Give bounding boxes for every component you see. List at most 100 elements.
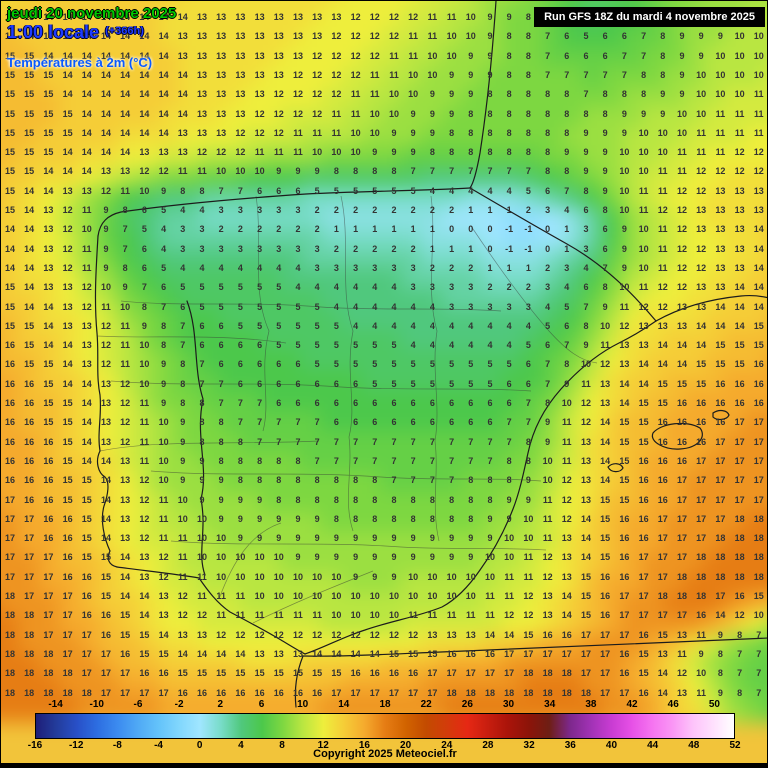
temp-value: 10 bbox=[139, 378, 150, 389]
temp-value: 14 bbox=[120, 89, 131, 100]
temp-value: 7 bbox=[353, 455, 359, 466]
temp-value: 4 bbox=[583, 262, 589, 273]
temp-value: 9 bbox=[237, 533, 243, 544]
temp-value: 8 bbox=[218, 455, 224, 466]
temp-value: 10 bbox=[350, 127, 361, 138]
temp-value: 4 bbox=[161, 224, 167, 235]
temp-value: 3 bbox=[410, 262, 416, 273]
temp-value: 8 bbox=[276, 494, 282, 505]
temp-value: 17 bbox=[4, 533, 16, 544]
temp-value: 18 bbox=[542, 668, 553, 679]
temp-value: 10 bbox=[638, 262, 649, 273]
temp-value: 9 bbox=[276, 513, 282, 524]
temp-value: 8 bbox=[276, 475, 282, 486]
temp-value: 0 bbox=[545, 243, 551, 254]
temp-value: 11 bbox=[139, 398, 150, 408]
temp-value: -1 bbox=[505, 243, 514, 254]
temp-value: 7 bbox=[583, 69, 589, 80]
temp-value: 11 bbox=[696, 687, 706, 698]
temp-value: 9 bbox=[257, 513, 263, 524]
temp-value: 15 bbox=[715, 359, 726, 370]
temp-value: 13 bbox=[580, 436, 592, 447]
temp-value: 14 bbox=[62, 69, 73, 80]
temp-value: 12 bbox=[62, 243, 73, 254]
temp-value: 11 bbox=[331, 108, 342, 119]
temp-value: 8 bbox=[391, 166, 397, 177]
temp-value: 10 bbox=[369, 127, 380, 138]
temp-value: 10 bbox=[254, 552, 265, 563]
temp-value: 10 bbox=[657, 147, 668, 158]
temp-value: 13 bbox=[580, 455, 592, 466]
temp-value: 15 bbox=[638, 417, 649, 428]
temp-value: 11 bbox=[120, 359, 130, 370]
temp-value: 5 bbox=[333, 359, 339, 370]
temp-value: 17 bbox=[676, 610, 688, 621]
temp-value: 9 bbox=[314, 533, 320, 544]
temp-value: 5 bbox=[257, 282, 263, 293]
temp-value: 16 bbox=[619, 648, 630, 659]
temp-value: 17 bbox=[542, 648, 553, 659]
temp-value: 9 bbox=[353, 571, 359, 582]
temp-value: 11 bbox=[274, 147, 284, 158]
temp-value: 14 bbox=[120, 147, 131, 158]
temp-value: 8 bbox=[717, 648, 723, 659]
temp-value: 13 bbox=[715, 185, 726, 196]
temp-value: 5 bbox=[525, 185, 531, 196]
temp-value: 3 bbox=[314, 262, 320, 273]
temp-value: 14 bbox=[657, 668, 668, 679]
temp-value: 9 bbox=[468, 533, 474, 544]
temp-value: 7 bbox=[199, 378, 205, 389]
temp-value: 16 bbox=[753, 398, 764, 408]
temp-value: 6 bbox=[564, 50, 570, 61]
temp-value: 8 bbox=[372, 166, 378, 177]
temp-value: 12 bbox=[388, 31, 400, 42]
temp-value: 10 bbox=[196, 513, 208, 524]
temp-value: 9 bbox=[487, 31, 493, 42]
temp-value: 9 bbox=[353, 552, 359, 563]
temp-value: 7 bbox=[583, 89, 589, 100]
temp-value: 10 bbox=[273, 591, 284, 601]
temp-value: 15 bbox=[292, 668, 304, 679]
temp-value: 2 bbox=[545, 262, 551, 273]
temp-value: 13 bbox=[465, 629, 476, 640]
temp-value: 11 bbox=[754, 89, 764, 100]
temp-value: 14 bbox=[753, 301, 764, 312]
temp-value: 12 bbox=[696, 166, 707, 177]
temp-value: 15 bbox=[312, 668, 323, 679]
temp-value: 14 bbox=[139, 108, 150, 119]
temp-value: 11 bbox=[216, 610, 226, 621]
temp-value: 12 bbox=[139, 494, 150, 505]
temp-value: 14 bbox=[619, 378, 630, 389]
temp-value: 11 bbox=[197, 571, 207, 582]
temp-value: 10 bbox=[331, 571, 342, 582]
temp-value: 9 bbox=[583, 127, 589, 138]
temp-value: 6 bbox=[487, 398, 493, 408]
temp-value: 13 bbox=[62, 282, 73, 293]
temp-value: 8 bbox=[410, 513, 416, 524]
temp-value: 10 bbox=[292, 591, 304, 601]
temp-value: 9 bbox=[429, 127, 435, 138]
temp-value: 15 bbox=[100, 552, 112, 563]
temp-value: 11 bbox=[350, 89, 361, 100]
temp-value: 16 bbox=[24, 417, 35, 428]
temp-value: 14 bbox=[100, 455, 112, 466]
temp-value: 15 bbox=[638, 436, 649, 447]
temp-value: 17 bbox=[43, 629, 54, 640]
temp-value: 5 bbox=[506, 359, 512, 370]
temp-value: 8 bbox=[737, 687, 743, 698]
temp-value: 8 bbox=[660, 69, 666, 80]
temp-value: 16 bbox=[369, 668, 380, 679]
temp-value: 8 bbox=[161, 320, 167, 331]
temp-value: 8 bbox=[621, 89, 627, 100]
temp-value: 13 bbox=[561, 533, 572, 544]
temp-value: 11 bbox=[235, 610, 246, 621]
temp-value: 8 bbox=[180, 185, 186, 196]
temp-value: 1 bbox=[410, 224, 416, 235]
temp-value: 13 bbox=[676, 629, 688, 640]
temp-value: 11 bbox=[466, 610, 476, 621]
temp-value: 12 bbox=[312, 108, 323, 119]
temp-value: 15 bbox=[4, 69, 16, 80]
temp-value: 12 bbox=[715, 166, 726, 177]
temp-value: 4 bbox=[468, 185, 474, 196]
temp-value: 7 bbox=[333, 436, 339, 447]
